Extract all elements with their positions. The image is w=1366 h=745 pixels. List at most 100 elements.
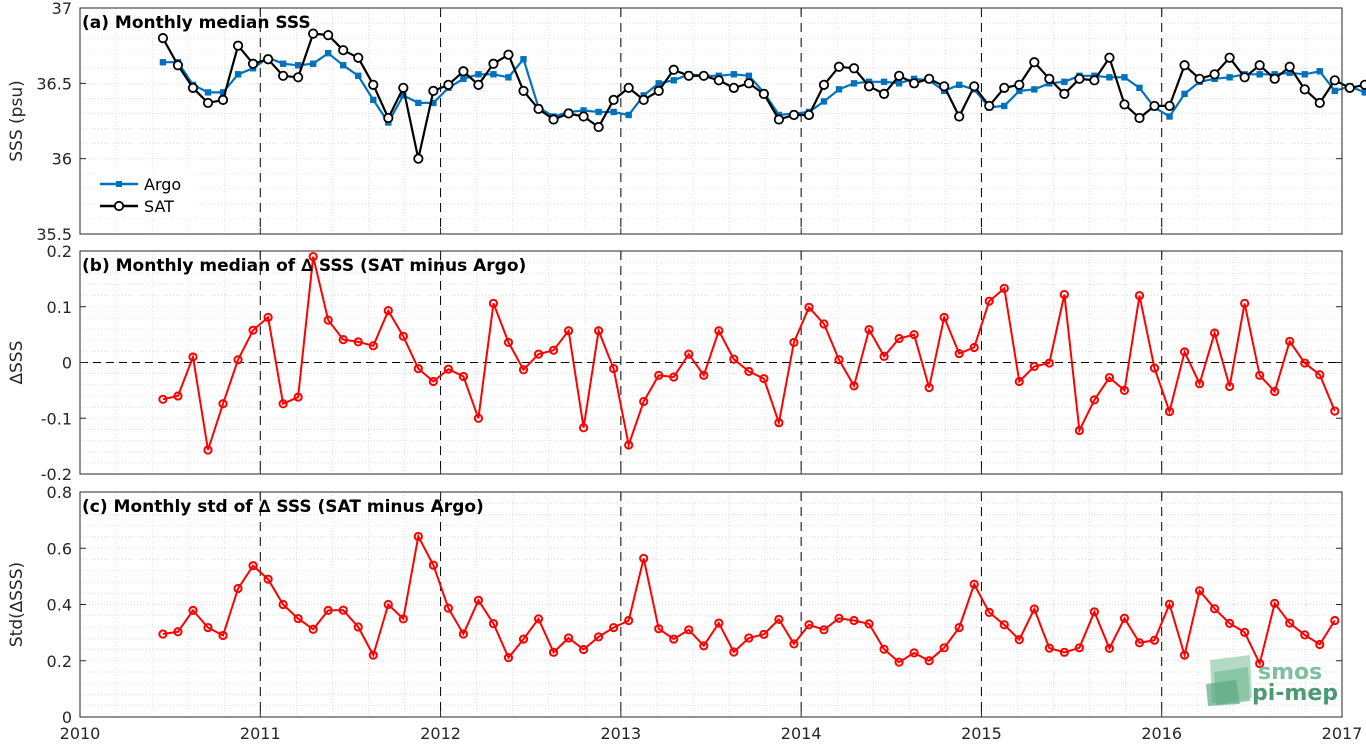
data-point — [939, 81, 950, 92]
logo-text-pimep: pi-mep — [1252, 681, 1338, 706]
series-line — [162, 533, 1336, 667]
logo-text-smos: smos — [1258, 660, 1322, 685]
data-point — [533, 614, 544, 624]
data-point — [1254, 60, 1265, 71]
data-point — [1179, 347, 1190, 357]
y-tick-label: 36 — [52, 150, 72, 169]
data-point — [924, 382, 934, 393]
data-point — [655, 80, 662, 87]
data-point — [1179, 650, 1190, 660]
data-point — [1181, 90, 1188, 98]
data-point — [430, 99, 437, 107]
data-point — [324, 50, 332, 57]
data-point — [173, 391, 183, 401]
data-point — [1164, 406, 1175, 417]
data-point — [878, 88, 890, 99]
data-point — [894, 657, 904, 667]
data-point — [788, 109, 800, 121]
data-point — [743, 78, 754, 89]
data-point — [638, 94, 649, 106]
data-point — [488, 58, 499, 69]
data-point — [1104, 643, 1115, 653]
data-point — [278, 399, 288, 409]
data-point — [293, 613, 303, 624]
data-point — [157, 33, 169, 44]
data-point — [263, 574, 273, 584]
data-point — [398, 614, 408, 624]
data-point — [204, 89, 212, 96]
legend-sat-label: SAT — [144, 197, 174, 216]
data-point — [233, 583, 243, 594]
data-point — [1074, 425, 1084, 436]
data-point — [188, 352, 198, 362]
data-point — [503, 653, 514, 663]
data-point — [1016, 87, 1023, 95]
data-point — [609, 364, 619, 374]
data-point — [578, 644, 589, 655]
y-tick-label: 35.5 — [36, 225, 72, 244]
data-point — [684, 349, 694, 359]
data-point — [368, 79, 379, 90]
data-point — [428, 560, 438, 570]
data-point — [789, 639, 799, 649]
data-point — [580, 107, 587, 114]
x-tick-label: 2015 — [961, 724, 1002, 743]
data-point — [653, 85, 664, 96]
data-point — [803, 109, 815, 121]
panel-c-year-grid — [259, 492, 1163, 717]
panel-b-frame — [79, 250, 1343, 475]
data-point — [909, 78, 920, 89]
data-point — [278, 599, 288, 610]
data-point — [294, 62, 302, 69]
data-point — [804, 620, 814, 630]
data-point — [370, 96, 377, 104]
x-tick-label: 2013 — [600, 724, 641, 743]
data-point — [1225, 381, 1235, 392]
data-point — [729, 354, 739, 364]
data-point — [939, 643, 949, 653]
data-point — [984, 296, 994, 306]
data-point — [415, 99, 422, 107]
data-point — [758, 88, 769, 99]
data-point — [1225, 618, 1235, 628]
data-point — [1285, 336, 1295, 346]
data-point — [1059, 88, 1070, 99]
panel-a-frame — [79, 7, 1343, 235]
data-point — [505, 74, 512, 81]
data-point — [1194, 379, 1205, 389]
data-point — [247, 58, 259, 69]
data-point — [518, 365, 529, 375]
data-point — [759, 374, 769, 384]
panel-a-series — [157, 28, 1366, 164]
data-point — [609, 622, 619, 633]
data-point — [488, 619, 499, 629]
data-point — [1121, 74, 1128, 81]
data-point — [773, 114, 785, 125]
data-point — [594, 326, 604, 336]
data-point — [834, 355, 844, 365]
data-point — [669, 372, 679, 382]
data-point — [670, 77, 677, 84]
data-point — [1256, 71, 1263, 78]
data-point — [1300, 630, 1310, 640]
data-point — [1089, 607, 1100, 617]
data-point — [999, 82, 1010, 93]
data-point — [1166, 113, 1173, 120]
data-point — [578, 111, 589, 122]
panel-a-legend-box — [96, 172, 196, 218]
data-point — [728, 82, 739, 93]
data-point — [969, 342, 979, 353]
data-point — [443, 603, 453, 613]
data-point — [398, 82, 409, 93]
data-point — [413, 364, 423, 374]
panel-a-title: (a) Monthly median SSS — [82, 13, 311, 33]
panel-a-ticks: 35.5 36 36.5 37 — [36, 0, 1343, 244]
data-point — [548, 647, 559, 657]
data-point — [774, 614, 784, 625]
data-point — [759, 629, 769, 639]
data-point — [413, 531, 423, 542]
data-point — [458, 66, 469, 77]
data-point — [158, 394, 168, 404]
data-point — [684, 625, 694, 635]
data-point — [833, 61, 845, 72]
